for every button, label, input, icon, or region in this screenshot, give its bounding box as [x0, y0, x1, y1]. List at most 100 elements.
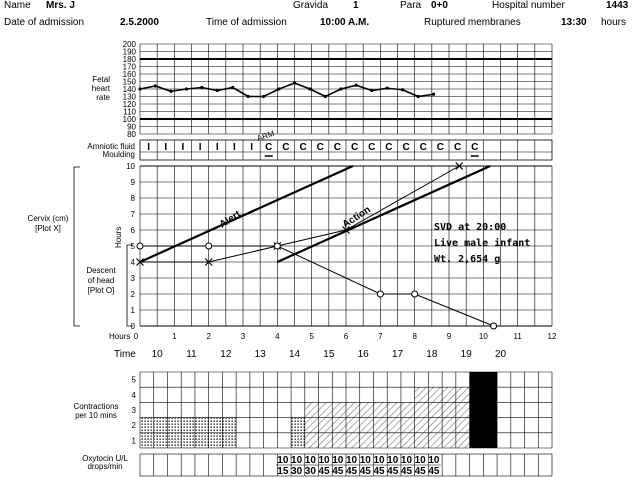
oxytocin-units-value: 10 — [346, 455, 358, 466]
fhr-tick-label: 150 — [123, 78, 137, 87]
oxytocin-units-value: 10 — [277, 455, 289, 466]
hours-tick-label: 9 — [447, 332, 452, 341]
arm-label: ARM — [256, 129, 276, 143]
oxytocin-units-value: 10 — [428, 455, 440, 466]
cervix-tick-label: 0 — [131, 322, 136, 331]
admission-date-label: Date of admission — [4, 17, 84, 28]
oxytocin-units-value: 10 — [305, 455, 317, 466]
fhr-point — [246, 94, 250, 99]
fhr-point — [184, 87, 188, 91]
amniotic-fluid-value: C — [385, 142, 392, 153]
cervicograph-section: Cervix (cm) [Plot X] Descent of head [Pl… — [28, 162, 553, 331]
name-label: Name — [4, 0, 31, 11]
time-value: 15 — [323, 349, 335, 360]
admission-date-value: 2.5.2000 — [120, 17, 159, 28]
fhr-point — [308, 87, 312, 91]
fhr-point — [153, 84, 158, 88]
oxytocin-label-line-2: drops/min — [87, 462, 122, 471]
hours-label: Hours — [109, 332, 130, 341]
fhr-point — [200, 85, 204, 90]
hours-tick-label: 0 — [134, 332, 139, 341]
fhr-point — [262, 94, 266, 99]
time-value: 17 — [392, 349, 404, 360]
amniotic-fluid-value: C — [282, 142, 289, 153]
fhr-label-line-2: heart — [92, 84, 111, 93]
time-value: 18 — [426, 349, 438, 360]
oxytocin-drops-value: 15 — [277, 466, 289, 477]
oxytocin-drops-value: 45 — [332, 466, 344, 477]
amniotic-fluid-value: C — [437, 142, 444, 153]
fhr-tick-label: 160 — [123, 70, 137, 79]
ruptured-membranes-unit: hours — [601, 17, 626, 28]
fhr-label-line-3: rate — [96, 93, 110, 102]
oxytocin-drops-value: 30 — [305, 466, 317, 477]
oxytocin-units-value: 10 — [415, 455, 427, 466]
name-value: Mrs. J — [46, 0, 75, 11]
header: Name Mrs. J Gravida 1 Para 0+0 Hospital … — [4, 0, 629, 28]
contraction-bar — [277, 436, 292, 448]
cervix-x-marker — [136, 258, 144, 266]
cervix-label-line-2: [Plot X] — [35, 224, 61, 233]
amniotic-fluid-value: C — [402, 142, 409, 153]
hours-tick-label: 5 — [309, 332, 314, 341]
hours-tick-label: 2 — [206, 332, 211, 341]
action-line — [276, 164, 491, 264]
descent-label-line-3: [Plot O] — [88, 286, 115, 295]
cervix-tick-label: 9 — [131, 178, 136, 187]
fhr-tick-label: 140 — [123, 85, 137, 94]
fhr-point — [431, 92, 436, 96]
descent-o-marker — [205, 242, 213, 250]
fhr-point — [138, 87, 142, 91]
descent-o-marker — [411, 290, 419, 298]
cervix-tick-label: 4 — [131, 258, 136, 267]
oxytocin-drops-value: 30 — [291, 466, 303, 477]
cervix-tick-label: 6 — [131, 226, 136, 235]
contractions-label-line-1: Contractions — [74, 402, 119, 411]
oxytocin-drops-value: 45 — [319, 466, 331, 477]
cervix-x-marker — [455, 162, 464, 170]
oxytocin-drops-value: 45 — [415, 466, 427, 477]
oxytocin-units-value: 10 — [401, 455, 413, 466]
contraction-bar — [346, 402, 360, 448]
time-value: 11 — [186, 349, 197, 360]
amniotic-fluid-value: C — [334, 142, 341, 153]
hospital-number-value: 1443 — [606, 0, 629, 11]
contraction-bar — [332, 402, 346, 448]
hours-tick-label: 4 — [275, 332, 280, 341]
amniotic-fluid-value: I — [164, 142, 167, 153]
amniotic-fluid-value: C — [317, 142, 324, 153]
cervix-tick-label: 8 — [131, 194, 136, 203]
fhr-line — [139, 82, 434, 98]
fhr-tick-label: 170 — [123, 63, 137, 72]
amniotic-fluid-value: I — [199, 142, 202, 153]
cervix-tick-label: 7 — [131, 210, 136, 219]
hours-tick-label: 1 — [172, 332, 177, 341]
oxytocin-section: Oxytocin U/L drops/min 10151030103010451… — [82, 453, 553, 477]
fhr-point — [339, 87, 343, 91]
cervix-plot — [136, 162, 498, 330]
time-label: Time — [114, 349, 136, 360]
oxytocin-drops-value: 45 — [360, 466, 372, 477]
contraction-bar — [400, 402, 415, 448]
fhr-tick-label: 180 — [123, 55, 137, 64]
fhr-point — [323, 94, 327, 99]
contractions-grid — [139, 371, 553, 449]
cervix-x-marker — [204, 258, 213, 266]
para-value: 0+0 — [431, 0, 448, 11]
descent-o-marker — [490, 322, 498, 330]
hours-tick-label: 6 — [344, 332, 349, 341]
amniotic-fluid-value: I — [216, 142, 219, 153]
amniotic-fluid-value: C — [420, 142, 427, 153]
ruptured-membranes-label: Ruptured membranes — [424, 17, 521, 28]
contraction-bar — [249, 436, 264, 448]
contractions-tick-label: 3 — [132, 406, 137, 415]
para-label: Para — [400, 0, 422, 11]
hours-tick-label: 11 — [514, 332, 523, 341]
contractions-section: Contractions per 10 mins 5 4 3 2 1 — [74, 371, 553, 449]
contraction-bar — [387, 402, 401, 448]
fhr-tick-label: 200 — [123, 40, 137, 49]
